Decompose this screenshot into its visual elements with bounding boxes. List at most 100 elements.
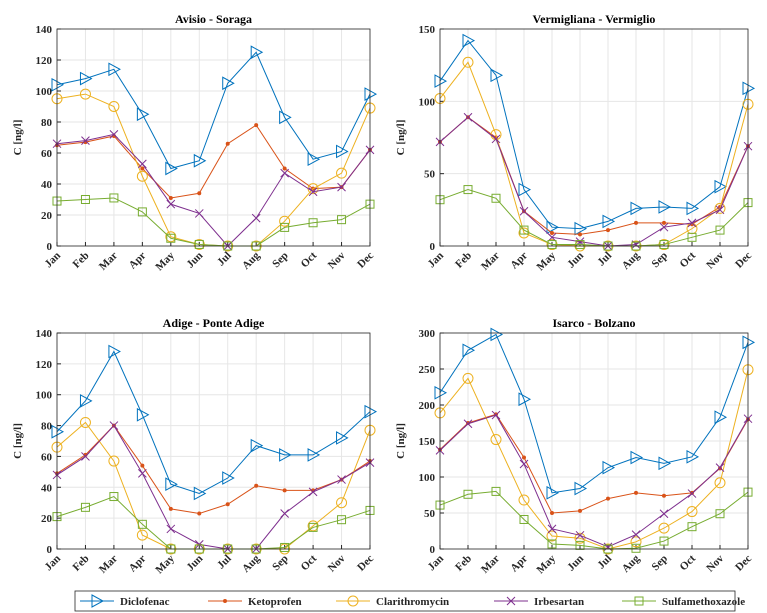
x-tick-label: Nov (326, 249, 348, 271)
marker (251, 213, 261, 223)
marker (282, 488, 287, 493)
x-tick-label: Sep (650, 250, 671, 271)
marker (518, 392, 532, 407)
marker (574, 221, 588, 236)
marker (194, 239, 204, 249)
y-tick-label: 200 (419, 400, 436, 412)
marker (337, 215, 347, 225)
x-tick-label: Dec (355, 553, 376, 574)
legend-marker (506, 596, 516, 606)
marker (307, 448, 321, 462)
legend-marker (634, 596, 644, 606)
y-tick-label: 80 (41, 117, 53, 129)
marker (250, 45, 264, 60)
marker (662, 220, 666, 225)
series-line (439, 116, 749, 247)
y-axis-label: C [ng/l] (12, 423, 24, 459)
series-line (439, 490, 749, 550)
x-tick-label: Aug (620, 552, 643, 575)
marker (463, 489, 473, 499)
marker (137, 207, 147, 217)
marker (686, 201, 700, 216)
marker (687, 489, 697, 498)
chart-title: Isarco - Bolzano (552, 316, 635, 330)
marker (165, 477, 178, 492)
series-line (439, 369, 749, 550)
axes-box (439, 332, 749, 550)
series-line (56, 424, 371, 550)
plot-area (57, 333, 370, 549)
marker (603, 542, 613, 552)
x-tick-label: Jun (184, 250, 205, 271)
marker (715, 225, 725, 235)
marker (136, 107, 150, 122)
x-tick-label: Jun (184, 553, 205, 574)
marker (662, 493, 666, 498)
axes-box (439, 28, 749, 247)
y-tick-label: 20 (41, 210, 53, 222)
x-tick-label: Mar (97, 250, 120, 273)
marker (250, 438, 264, 453)
marker (109, 193, 119, 203)
marker (280, 168, 289, 178)
marker (307, 152, 321, 167)
marker (659, 509, 669, 519)
plot-area (57, 29, 370, 246)
marker (550, 230, 554, 235)
marker (51, 77, 65, 92)
marker (715, 463, 725, 472)
series-line (56, 197, 371, 247)
y-tick-label: 100 (36, 390, 53, 402)
x-tick-label: Oct (299, 552, 320, 573)
x-tick-label: May (535, 249, 559, 273)
marker (462, 33, 476, 48)
marker (136, 407, 150, 422)
marker (491, 410, 501, 420)
y-tick-label: 300 (419, 328, 436, 340)
plot-area (440, 29, 748, 246)
marker (630, 450, 644, 465)
x-tick-label: Dec (733, 553, 754, 574)
chart-title: Avisio - Soraga (175, 12, 252, 26)
marker (519, 206, 529, 216)
marker (578, 508, 582, 513)
marker (519, 514, 529, 524)
marker (658, 200, 672, 214)
x-tick-label: Aug (240, 249, 263, 272)
marker (225, 502, 230, 507)
x-tick-label: May (153, 552, 177, 576)
marker (222, 471, 235, 485)
y-tick-label: 0 (430, 544, 436, 556)
marker (79, 71, 93, 86)
marker (193, 153, 207, 168)
x-tick-label: Sep (650, 553, 671, 574)
marker (686, 506, 698, 518)
marker (434, 74, 448, 88)
marker (546, 530, 558, 542)
marker (659, 222, 669, 232)
marker (308, 522, 318, 532)
marker (165, 231, 177, 243)
marker (280, 542, 290, 552)
legend-label: Sulfamethoxazole (662, 596, 745, 608)
marker (79, 88, 91, 100)
y-tick-label: 40 (41, 179, 53, 191)
x-tick-label: Aug (240, 552, 263, 575)
marker (109, 421, 119, 430)
marker (254, 483, 259, 488)
y-tick-label: 120 (36, 359, 53, 371)
marker (547, 524, 557, 534)
marker (282, 166, 287, 171)
marker (364, 87, 378, 101)
marker (165, 161, 178, 176)
y-tick-label: 140 (36, 24, 53, 36)
y-tick-label: 50 (424, 169, 436, 181)
x-tick-label: Jul (215, 250, 234, 269)
y-tick-label: 0 (430, 241, 436, 253)
x-tick-label: Dec (355, 250, 376, 271)
x-tick-label: Apr (127, 553, 149, 575)
marker (166, 199, 176, 209)
x-tick-label: Oct (678, 552, 699, 573)
marker (491, 134, 501, 144)
x-tick-label: Jul (595, 250, 614, 269)
